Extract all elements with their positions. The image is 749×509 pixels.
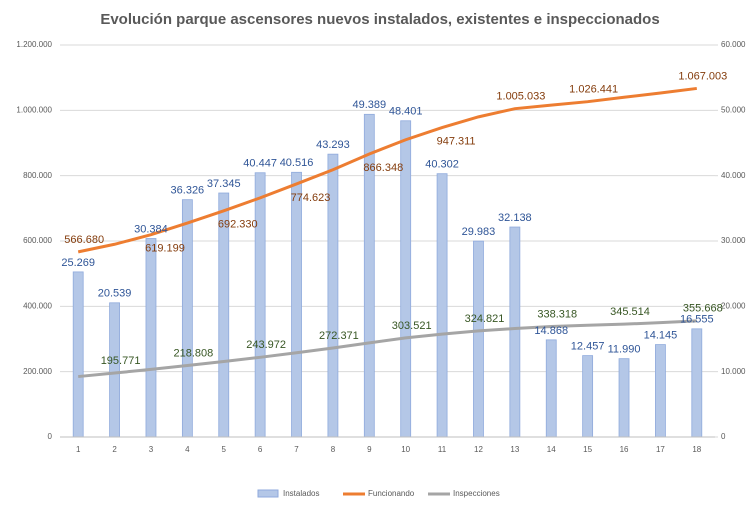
y-tick-label: 200.000 xyxy=(23,367,52,376)
bar xyxy=(655,344,666,438)
x-tick-label: 3 xyxy=(149,445,154,454)
data-label: 1.005.033 xyxy=(496,91,545,103)
y2-tick-label: 0 xyxy=(721,432,726,441)
x-tick-label: 13 xyxy=(510,445,519,454)
data-label: 338.318 xyxy=(537,308,577,320)
data-label: 218.808 xyxy=(173,347,213,359)
chart-title: Evolución parque ascensores nuevos insta… xyxy=(100,11,659,28)
data-label: 692.330 xyxy=(218,219,258,231)
data-label: 866.348 xyxy=(363,162,403,174)
y2-tick-label: 50.000 xyxy=(721,105,746,114)
data-label: 11.990 xyxy=(608,344,641,356)
line xyxy=(78,319,697,379)
y2-tick-label: 60.000 xyxy=(721,40,746,49)
data-label: 16.555 xyxy=(680,314,714,326)
bar xyxy=(545,339,557,438)
data-label: 25.269 xyxy=(61,257,95,269)
bar xyxy=(72,271,84,438)
data-label: 619.199 xyxy=(145,243,185,255)
data-label: 1.067.003 xyxy=(678,70,727,82)
x-tick-label: 10 xyxy=(401,445,410,454)
x-tick-label: 14 xyxy=(547,445,556,454)
bar xyxy=(436,173,448,438)
x-tick-label: 2 xyxy=(112,445,117,454)
data-label: 20.539 xyxy=(98,288,132,300)
y2-tick-label: 40.000 xyxy=(721,171,746,180)
data-label: 43.293 xyxy=(316,139,350,151)
y-tick-label: 600.000 xyxy=(23,236,52,245)
x-tick-label: 7 xyxy=(294,445,299,454)
y2-tick-label: 30.000 xyxy=(721,236,746,245)
x-tick-label: 16 xyxy=(620,445,629,454)
data-label: 49.389 xyxy=(352,99,386,111)
data-label: 40.447 xyxy=(243,158,277,170)
bar xyxy=(291,171,302,438)
data-label: 774.623 xyxy=(291,192,331,204)
data-label: 272.371 xyxy=(319,330,359,342)
data-label: 40.516 xyxy=(280,157,314,169)
x-tick-label: 8 xyxy=(331,445,336,454)
bar xyxy=(109,302,120,438)
x-tick-label: 1 xyxy=(76,445,81,454)
x-tick-label: 18 xyxy=(692,445,701,454)
x-tick-label: 11 xyxy=(438,445,447,454)
x-tick-label: 17 xyxy=(656,445,665,454)
data-label: 32.138 xyxy=(498,212,532,224)
bar xyxy=(509,226,521,438)
data-label: 14.868 xyxy=(534,325,568,337)
data-label: 324.821 xyxy=(465,313,505,325)
legend-label: Funcionando xyxy=(368,489,415,498)
x-tick-label: 5 xyxy=(222,445,227,454)
x-tick-label: 15 xyxy=(583,445,592,454)
bar xyxy=(181,199,193,438)
bar xyxy=(691,328,703,438)
y-tick-label: 1.200.000 xyxy=(16,40,52,49)
y-tick-label: 0 xyxy=(48,432,53,441)
data-label: 303.521 xyxy=(392,320,432,332)
y-tick-label: 1.000.000 xyxy=(16,105,52,114)
x-tick-label: 6 xyxy=(258,445,263,454)
legend-swatch xyxy=(257,489,279,498)
y2-tick-label: 20.000 xyxy=(721,301,746,310)
data-label: 345.514 xyxy=(610,306,650,318)
data-label: 29.983 xyxy=(462,226,496,238)
data-label: 947.311 xyxy=(437,135,476,147)
legend-label: Instalados xyxy=(283,489,319,498)
data-label: 355.668 xyxy=(683,303,723,315)
data-label: 566.680 xyxy=(64,234,104,246)
data-label: 12.457 xyxy=(571,341,605,353)
data-label: 40.302 xyxy=(425,159,459,171)
data-label: 14.145 xyxy=(644,329,678,341)
y-tick-label: 400.000 xyxy=(23,301,52,310)
data-label: 1.026.441 xyxy=(569,84,618,96)
data-label: 195.771 xyxy=(101,355,141,367)
data-label: 36.326 xyxy=(171,185,205,197)
data-label: 243.972 xyxy=(246,339,286,351)
data-label: 48.401 xyxy=(389,106,423,118)
x-tick-label: 4 xyxy=(185,445,190,454)
x-tick-label: 9 xyxy=(367,445,372,454)
x-tick-label: 12 xyxy=(474,445,483,454)
bar xyxy=(145,238,157,438)
y2-tick-label: 10.000 xyxy=(721,367,746,376)
bar xyxy=(473,240,484,438)
data-label: 37.345 xyxy=(207,178,241,190)
y-tick-label: 800.000 xyxy=(23,171,52,180)
bar xyxy=(582,355,594,438)
data-label: 30.384 xyxy=(134,223,168,235)
legend-label: Inspecciones xyxy=(453,489,500,498)
bar xyxy=(618,358,630,438)
line xyxy=(77,86,697,254)
bar xyxy=(254,172,266,438)
